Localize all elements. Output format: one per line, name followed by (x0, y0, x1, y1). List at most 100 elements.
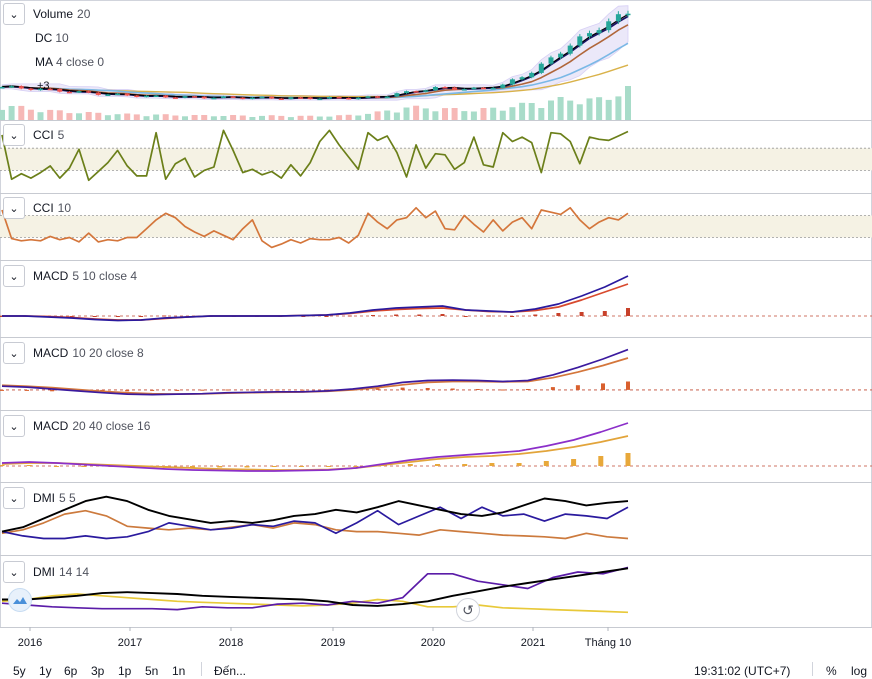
volume-bar (586, 98, 593, 120)
candle-body (38, 88, 43, 91)
volume-bar (210, 116, 217, 120)
range-5y-button[interactable]: 5y (13, 664, 26, 678)
range-5d-button[interactable]: 5n (145, 664, 159, 678)
macd-10-20-histogram-bar (0, 389, 4, 391)
range-3m-button[interactable]: 3p (91, 664, 105, 678)
goto-date-button[interactable]: Đến... (214, 664, 247, 678)
macd-20-40-histogram-bar (543, 461, 549, 466)
volume-bar (442, 108, 448, 120)
macd-5-10-histogram-bar (602, 311, 607, 316)
clock-time[interactable]: 19:31:02 (UTC+7) (694, 664, 791, 678)
x-axis-label: 2017 (118, 637, 142, 649)
sub-label-dc: DC 10 (35, 31, 69, 45)
macd-10-20-histogram-bar (525, 389, 530, 390)
candle-body (471, 87, 477, 90)
candle-body (519, 77, 525, 80)
macd-5-10-histogram-bar (69, 316, 74, 317)
separator (201, 662, 202, 676)
macd-20-40-macd-line (1, 422, 629, 472)
candle-body (134, 95, 140, 97)
pane-label-dmi-14: ⌄ DMI 14 14 (3, 561, 89, 583)
candle-body (490, 87, 496, 90)
collapse-dmi1-button[interactable]: ⌄ (3, 487, 25, 509)
candle-body (509, 79, 515, 85)
macd-5-10-histogram-bar (626, 308, 630, 316)
macd-5-10-histogram-bar (347, 315, 352, 317)
macd-5-10-histogram-bar (417, 314, 422, 316)
collapse-macd2-button[interactable]: ⌄ (3, 342, 25, 364)
collapse-volume-button[interactable]: ⌄ (3, 3, 25, 25)
collapse-cci10-button[interactable]: ⌄ (3, 197, 25, 219)
candle-body (481, 87, 486, 90)
range-1m-button[interactable]: 1p (118, 664, 132, 678)
collapse-cci5-button[interactable]: ⌄ (3, 124, 25, 146)
candle-body (326, 97, 332, 99)
macd-10-20-histogram-bar (225, 389, 230, 391)
candle-body (163, 95, 169, 98)
volume-bar (307, 115, 314, 120)
more-indicators-badge[interactable]: +3 (37, 80, 50, 92)
cci5-band (0, 148, 872, 171)
candle-body (240, 97, 246, 100)
macd-5-10-histogram-bar (162, 315, 167, 317)
sub-label-name: DC (35, 31, 53, 45)
volume-bar (413, 105, 420, 120)
volume-bar (596, 97, 603, 120)
macd-10-20-histogram-bar (50, 389, 55, 392)
pane-label-volume: ⌄ Volume 20 (3, 3, 90, 25)
range-1d-button[interactable]: 1n (172, 664, 186, 678)
macd-10-20-histogram-bar (275, 389, 280, 391)
candle-body (182, 96, 188, 98)
candle-body (278, 98, 284, 100)
pane-label-macd-10-20: ⌄ MACD 10 20 close 8 (3, 342, 144, 364)
volume-bar (509, 107, 516, 120)
candle-body (95, 92, 101, 95)
volume-bar (326, 116, 333, 120)
dmi-5-minus-di-line (1, 509, 629, 540)
volume-bar (499, 110, 506, 120)
cci10-line (1, 206, 629, 249)
macd-10-20-histogram-bar (550, 387, 555, 390)
chart-canvas[interactable]: 2016 2017 2018 2019 2020 2021 Tháng 10 (0, 0, 872, 655)
pane-name: DMI (33, 565, 55, 579)
reset-chart-button[interactable]: ↺ (456, 598, 480, 622)
macd-10-20-histogram-bar (150, 389, 155, 391)
chevron-down-icon: ⌄ (9, 492, 19, 505)
collapse-macd3-button[interactable]: ⌄ (3, 415, 25, 437)
cci10-band (0, 215, 872, 238)
volume-bar (345, 114, 352, 120)
volume-bar (95, 112, 102, 120)
pane-label-cci10: ⌄ CCI 10 (3, 197, 71, 219)
pane-name: MACD (33, 419, 69, 433)
macd-5-10-histogram-bar (510, 316, 515, 317)
macd-10-20-macd-line (1, 348, 629, 396)
candle-body (365, 96, 371, 98)
macd-5-10-histogram-bar (556, 313, 561, 316)
percent-scale-button[interactable]: % (826, 664, 837, 678)
volume-bar (625, 86, 631, 120)
collapse-dmi2-button[interactable]: ⌄ (3, 561, 25, 583)
candle-body (336, 97, 342, 99)
log-scale-button[interactable]: log (851, 664, 868, 678)
macd-10-20-histogram-bar (200, 389, 205, 391)
macd-20-40-histogram-bar (625, 453, 631, 466)
candle-body (115, 93, 121, 96)
candle-body (259, 96, 265, 99)
logo-button[interactable] (8, 588, 32, 612)
collapse-macd1-button[interactable]: ⌄ (3, 265, 25, 287)
candle-body (558, 53, 564, 58)
pane-name: MACD (33, 346, 69, 360)
range-6m-button[interactable]: 6p (64, 664, 78, 678)
macd-20-40-histogram-bar (81, 466, 87, 467)
candle-body (577, 36, 583, 46)
candle-body (432, 87, 438, 91)
candle-body (355, 97, 361, 100)
macd-20-40-histogram-bar (489, 463, 495, 466)
candle-body (452, 87, 458, 90)
x-axis-label: 2016 (18, 637, 42, 649)
macd-20-40-histogram-bar (271, 466, 277, 467)
range-1y-button[interactable]: 1y (39, 664, 52, 678)
candle-body (606, 21, 612, 31)
volume-bar (548, 100, 554, 120)
volume-bar (287, 117, 294, 120)
